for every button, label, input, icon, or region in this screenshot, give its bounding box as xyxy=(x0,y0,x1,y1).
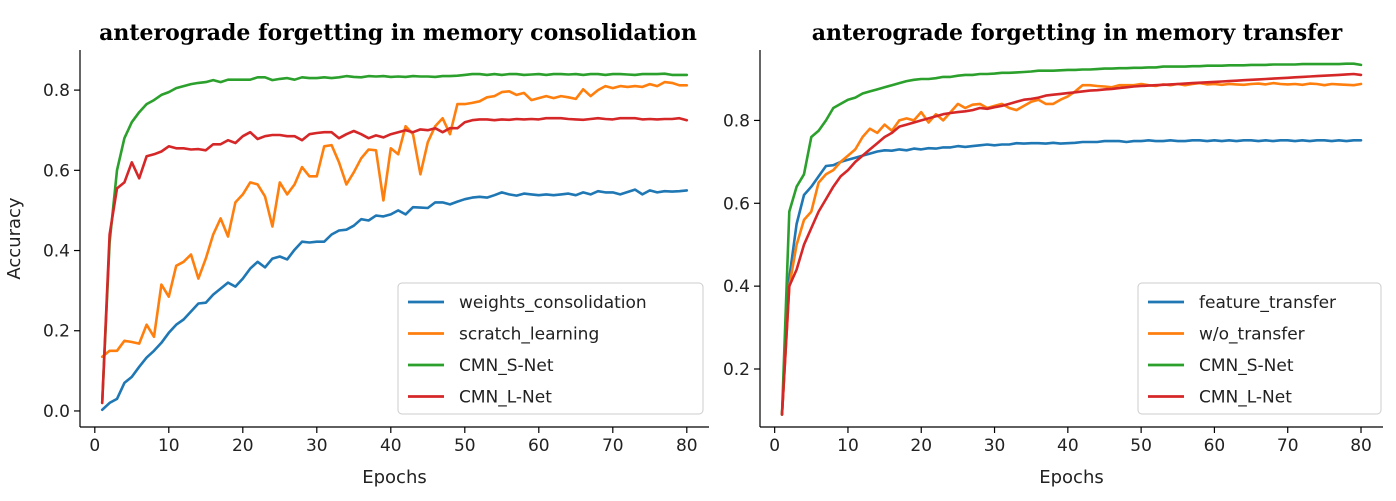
legend-entry: CMN_L-Net xyxy=(459,388,552,408)
legend-entry: CMN_L-Net xyxy=(1199,388,1292,408)
chart-2: anterograde forgetting in memory transfe… xyxy=(723,20,1383,488)
x-tick-label: 50 xyxy=(1130,436,1152,456)
legend-entry: CMN_S-Net xyxy=(1199,356,1294,376)
y-tick-label: 0.6 xyxy=(723,194,750,214)
x-tick-label: 10 xyxy=(158,436,180,456)
y-tick-label: 0.4 xyxy=(723,277,750,297)
y-tick-label: 0.4 xyxy=(43,242,70,262)
series-line-cmn-s-net xyxy=(780,62,1363,416)
series-line-cmn-l-net xyxy=(100,116,689,405)
legend-entry: feature_transfer xyxy=(1199,293,1336,313)
y-tick-label: 0.6 xyxy=(43,161,70,181)
x-tick-label: 20 xyxy=(232,436,254,456)
y-tick-label: 0.2 xyxy=(43,322,70,342)
x-tick-label: 80 xyxy=(1350,436,1372,456)
x-tick-label: 60 xyxy=(528,436,550,456)
x-tick-label: 0 xyxy=(89,436,100,456)
y-tick-label: 0.0 xyxy=(43,402,70,422)
series-line-weights-consolidation xyxy=(100,188,689,412)
legend: feature_transfer w/o_transfer CMN_S-Net CMN… xyxy=(1137,282,1382,415)
x-tick-label: 80 xyxy=(676,436,698,456)
y-tick-label: 0.8 xyxy=(723,111,750,131)
series-line-cmn-l-net xyxy=(780,72,1363,416)
y-tick-label: 0.8 xyxy=(43,81,70,101)
legend-entry: w/o_transfer xyxy=(1199,325,1305,345)
legend-entry: weights_consolidation xyxy=(459,293,647,313)
chart-title: anterograde forgetting in memory transfe… xyxy=(812,20,1343,46)
legend-entry: scratch_learning xyxy=(459,325,599,345)
x-tick-label: 0 xyxy=(769,436,780,456)
x-tick-label: 30 xyxy=(306,436,328,456)
x-tick-label: 70 xyxy=(1277,436,1299,456)
x-tick-label: 40 xyxy=(1057,436,1079,456)
y-tick-label: 0.2 xyxy=(723,360,750,380)
legend-frame xyxy=(397,282,704,415)
x-tick-label: 60 xyxy=(1204,436,1226,456)
series-line-cmn-s-net xyxy=(100,72,689,405)
x-tick-label: 70 xyxy=(602,436,624,456)
x-axis-label: Epochs xyxy=(1039,467,1104,488)
series-line-scratch-learning xyxy=(100,80,689,359)
chart-1: anterograde forgetting in memory consoli… xyxy=(4,20,709,488)
x-tick-label: 50 xyxy=(454,436,476,456)
legend: weights_consolidation scratch_learning CMN… xyxy=(397,282,704,415)
x-tick-label: 40 xyxy=(380,436,402,456)
legend-entry: CMN_S-Net xyxy=(459,356,554,376)
y-axis-label: Accuracy xyxy=(4,197,25,280)
x-axis-label: Epochs xyxy=(362,467,427,488)
x-tick-label: 30 xyxy=(984,436,1006,456)
x-tick-label: 10 xyxy=(837,436,859,456)
legend-frame xyxy=(1137,282,1382,415)
x-tick-label: 20 xyxy=(910,436,932,456)
series-line-feature-transfer xyxy=(780,139,1363,416)
chart-title: anterograde forgetting in memory consoli… xyxy=(99,20,697,46)
